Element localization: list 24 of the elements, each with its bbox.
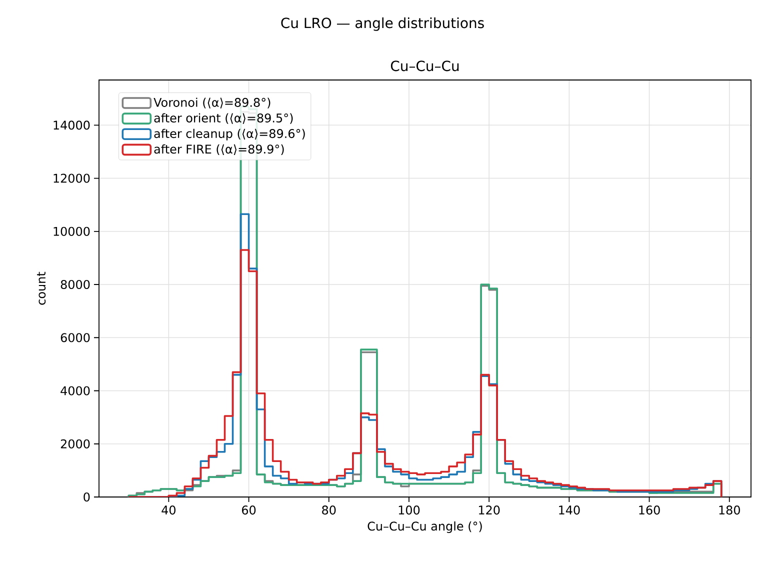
legend-label: Voronoi (⟨α⟩=89.8°) [154,98,270,108]
x-tick-label: 180 [719,506,740,515]
y-tick-label: 2000 [60,439,90,448]
y-tick-label: 10000 [54,226,90,236]
x-tick-label: 80 [322,506,336,515]
x-axis-title: Cu–Cu–Cu angle (°) [368,521,482,533]
x-tick-label: 100 [398,506,420,515]
x-tick-label: 120 [478,506,500,515]
y-tick-label: 12000 [54,174,90,183]
y-axis-title: count [37,272,46,305]
y-tick-label: 14000 [54,120,90,130]
x-tick-label: 40 [162,506,176,515]
y-tick-label: 8000 [60,280,90,290]
y-tick-label: 0 [84,492,90,502]
y-tick-label: 6000 [60,333,90,342]
x-tick-label: 140 [559,506,580,515]
chart-title: Cu LRO — angle distributions [281,17,484,31]
chart-subtitle: Cu–Cu–Cu [390,60,459,72]
y-tick-label: 4000 [60,386,90,396]
legend-label: after orient (⟨α⟩=89.5°) [154,113,293,124]
x-tick-label: 60 [242,506,256,515]
legend-label: after FIRE (⟨α⟩=89.9°) [154,144,284,156]
legend-label: after cleanup (⟨α⟩=89.6°) [154,128,305,140]
x-tick-label: 160 [639,506,660,515]
